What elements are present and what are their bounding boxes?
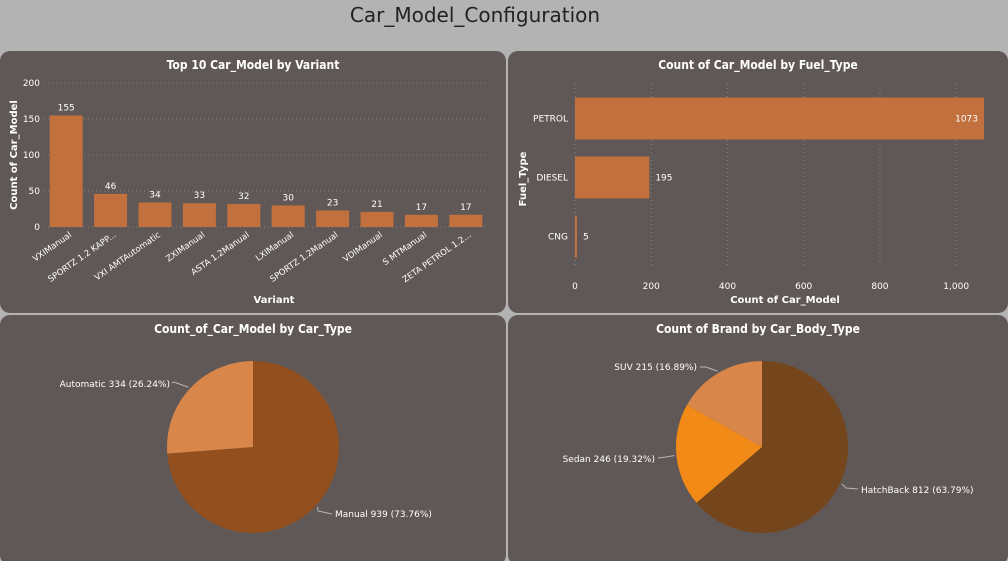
y-tick-label: 150	[23, 115, 40, 125]
bar-CNG	[575, 215, 577, 258]
x-tick-label: 0	[572, 282, 578, 292]
page-title: Car_Model_Configuration	[349, 3, 601, 27]
x-tick-label: LXIManual	[254, 230, 296, 263]
bar-S MTManual	[404, 214, 438, 227]
data-label: 46	[105, 182, 117, 192]
pie-slice-sedan	[676, 405, 762, 503]
bar-PETROL	[575, 97, 984, 140]
x-tick-label: VXIManual	[31, 230, 74, 264]
slice-data-label: Manual 939 (73.76%)	[335, 510, 432, 520]
data-label: 17	[416, 203, 427, 213]
bar-LXIManual	[271, 205, 305, 227]
data-label: 34	[149, 191, 161, 201]
data-label: 32	[238, 192, 249, 202]
data-label: 21	[371, 200, 382, 210]
data-label: 1073	[955, 115, 978, 125]
leader-line	[657, 455, 675, 459]
x-tick-label: VDIManual	[341, 230, 384, 264]
slice-data-label: Automatic 334 (26.24%)	[60, 380, 170, 390]
pie-slice-suv	[686, 361, 762, 447]
pie-slice-manual	[167, 361, 339, 533]
y-tick-label: 50	[29, 187, 41, 197]
y-tick-label: DIESEL	[536, 174, 568, 184]
car-type-chart-title: Count_of_Car_Model by Car_Type	[154, 322, 352, 336]
y-tick-label: PETROL	[533, 115, 568, 125]
bar-ZXIManual	[182, 203, 216, 227]
bar-ZETA PETROL 1.2...	[449, 214, 483, 227]
bar-SPORTZ 1.2Manual	[316, 210, 350, 227]
data-label: 33	[194, 191, 205, 201]
pie-slice-automatic	[166, 361, 253, 454]
leader-line	[171, 381, 189, 388]
x-axis-title: Variant	[254, 295, 295, 306]
leader-line	[317, 506, 333, 515]
car-type-pie-chart-panel[interactable]: Count_of_Car_Model by Car_Type Manual 93…	[0, 315, 506, 561]
y-tick-label: 200	[23, 79, 40, 89]
x-tick-label: 400	[719, 282, 736, 292]
x-tick-label: ZXIManual	[164, 230, 207, 264]
slice-data-label: HatchBack 812 (63.79%)	[861, 486, 974, 496]
y-tick-label: CNG	[548, 233, 568, 243]
fuel-type-chart-title: Count of Car_Model by Fuel_Type	[658, 58, 858, 72]
x-tick-label: 600	[795, 282, 812, 292]
data-label: 155	[58, 103, 75, 113]
bar-SPORTZ 1.2 KAPP...	[94, 193, 128, 227]
x-axis-title: Count of Car_Model	[730, 295, 840, 306]
y-tick-label: 0	[34, 223, 40, 233]
data-label: 30	[282, 193, 294, 203]
car-type-pie-chart: Manual 939 (73.76%) Automatic 334 (26.24%…	[60, 361, 432, 533]
data-label: 23	[327, 198, 338, 208]
x-tick-label: 1,000	[943, 282, 969, 292]
bar-ASTA 1.2Manual	[227, 203, 261, 227]
y-axis-title: Count of Car_Model	[9, 100, 20, 210]
data-label: 17	[460, 203, 471, 213]
slice-data-label: SUV 215 (16.89%)	[614, 363, 697, 373]
body-type-pie-chart-panel[interactable]: Count of Brand by Car_Body_Type HatchBac…	[508, 315, 1008, 561]
bar-VXIManual	[49, 115, 83, 227]
leader-line	[700, 366, 718, 372]
variant-chart-title: Top 10 Car_Model by Variant	[166, 58, 340, 72]
data-label: 195	[655, 174, 672, 184]
bar-DIESEL	[575, 156, 650, 199]
fuel-type-bar-chart: 0 200 400 600 800 1,000 PETROL 1073 DIESEL 195 CNG…	[518, 84, 984, 306]
x-tick-label: 200	[643, 282, 660, 292]
leader-line	[841, 483, 859, 490]
pie-slice-hatchback	[696, 361, 848, 533]
y-axis-title: Fuel_Type	[518, 151, 529, 206]
fuel-type-bar-chart-panel[interactable]: Count of Car_Model by Fuel_Type 0 200 400 6…	[508, 51, 1008, 313]
bar-VXI AMTAutomatic	[138, 202, 172, 227]
body-type-pie-chart: HatchBack 812 (63.79%) Sedan 246 (19.32%)…	[563, 361, 974, 533]
y-tick-label: 100	[23, 151, 40, 161]
data-label: 5	[583, 233, 589, 243]
variant-bar-chart-panel[interactable]: Top 10 Car_Model by Variant 0 50 100 150 200…	[0, 51, 506, 313]
x-tick-label: 800	[871, 282, 888, 292]
slice-data-label: Sedan 246 (19.32%)	[563, 455, 655, 465]
bar-VDIManual	[360, 211, 394, 227]
body-type-chart-title: Count of Brand by Car_Body_Type	[656, 322, 860, 336]
